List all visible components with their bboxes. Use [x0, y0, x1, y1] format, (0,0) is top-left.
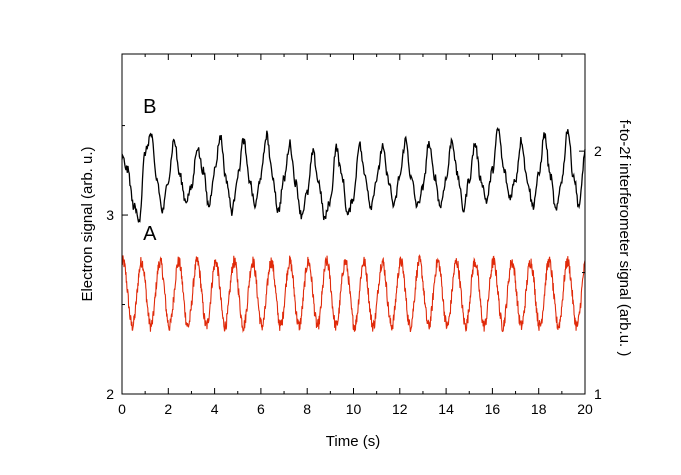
plot-series — [121, 126, 586, 333]
x-tick-label: 6 — [257, 401, 265, 417]
x-tick-label: 18 — [531, 401, 547, 417]
x-tick-label: 12 — [392, 401, 408, 417]
x-tick-label: 20 — [577, 401, 593, 417]
y-tick-label: 2 — [106, 386, 114, 402]
y2-axis-label: f-to-2f interferometer signal (arb.u. ) — [616, 120, 633, 357]
axis-ticks — [121, 54, 586, 395]
x-tick-label: 14 — [438, 401, 454, 417]
x-tick-label: 0 — [118, 401, 126, 417]
y2-tick-label: 1 — [594, 386, 602, 402]
x-tick-label: 4 — [211, 401, 219, 417]
y-tick-label: 3 — [106, 207, 114, 223]
curve-label-b: B — [143, 96, 156, 118]
x-axis-label: Time (s) — [326, 433, 380, 450]
x-tick-label: 2 — [164, 401, 172, 417]
curve-label-a: A — [143, 223, 157, 245]
y-axis-label: Electron signal (arb. u.) — [79, 146, 96, 301]
series-a-line — [121, 254, 586, 333]
x-tick-label: 10 — [346, 401, 362, 417]
x-tick-label: 8 — [303, 401, 311, 417]
x-tick-label: 16 — [485, 401, 501, 417]
series-b-line — [121, 126, 586, 223]
y2-tick-label: 2 — [594, 143, 602, 159]
plot-frame — [121, 53, 586, 395]
